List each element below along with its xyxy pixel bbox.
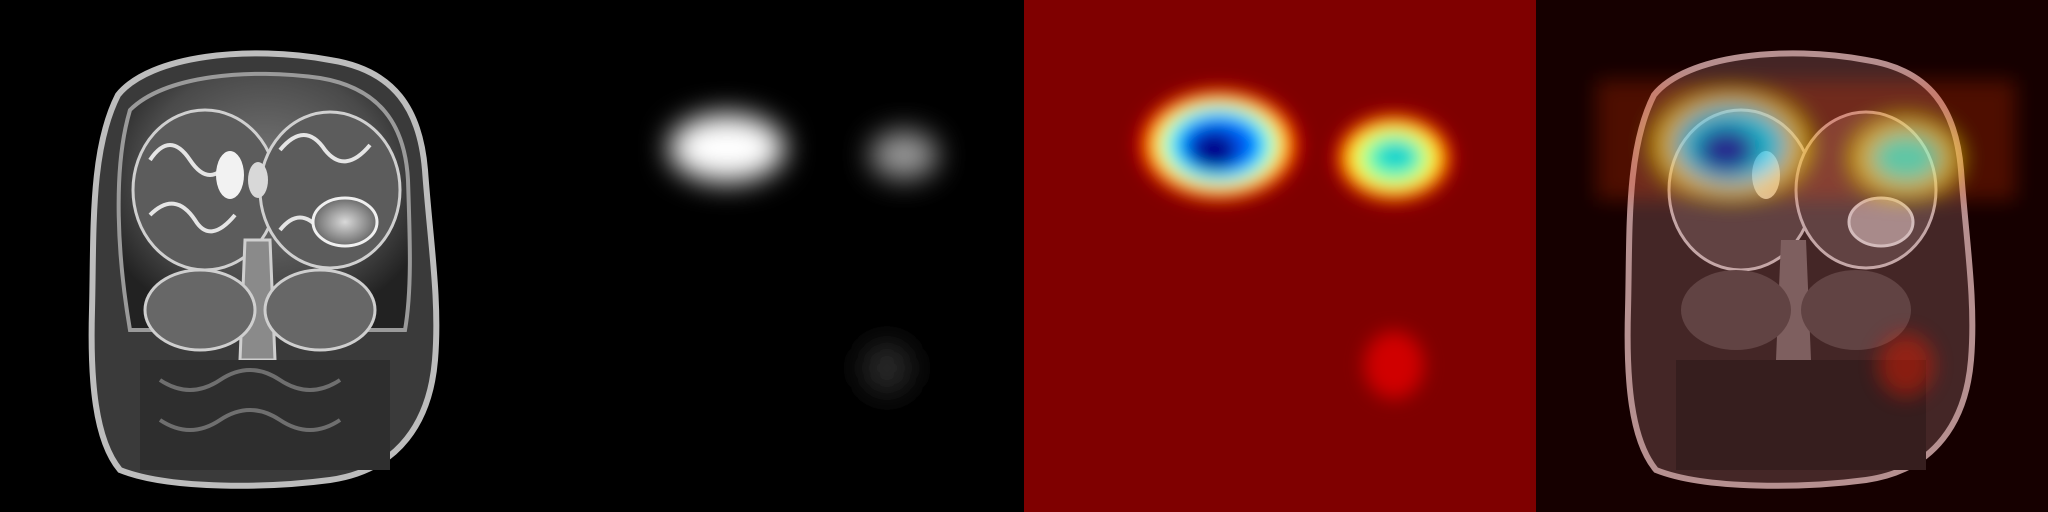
hotspot-left xyxy=(669,114,785,182)
panel-overlay xyxy=(1536,0,2048,512)
mri-image xyxy=(0,0,512,512)
panel-mri xyxy=(0,0,512,512)
panel-saliency-grayscale xyxy=(512,0,1024,512)
overlay-heat xyxy=(1596,80,2016,397)
hotspot-right xyxy=(870,131,938,179)
overlay-image xyxy=(1536,0,2048,512)
mri-head xyxy=(88,50,440,489)
grayscale-heatmap xyxy=(512,0,1024,512)
panel-saliency-jet xyxy=(1024,0,1536,512)
hotspot-lower xyxy=(861,342,913,394)
jet-heatmap xyxy=(1024,0,1536,512)
